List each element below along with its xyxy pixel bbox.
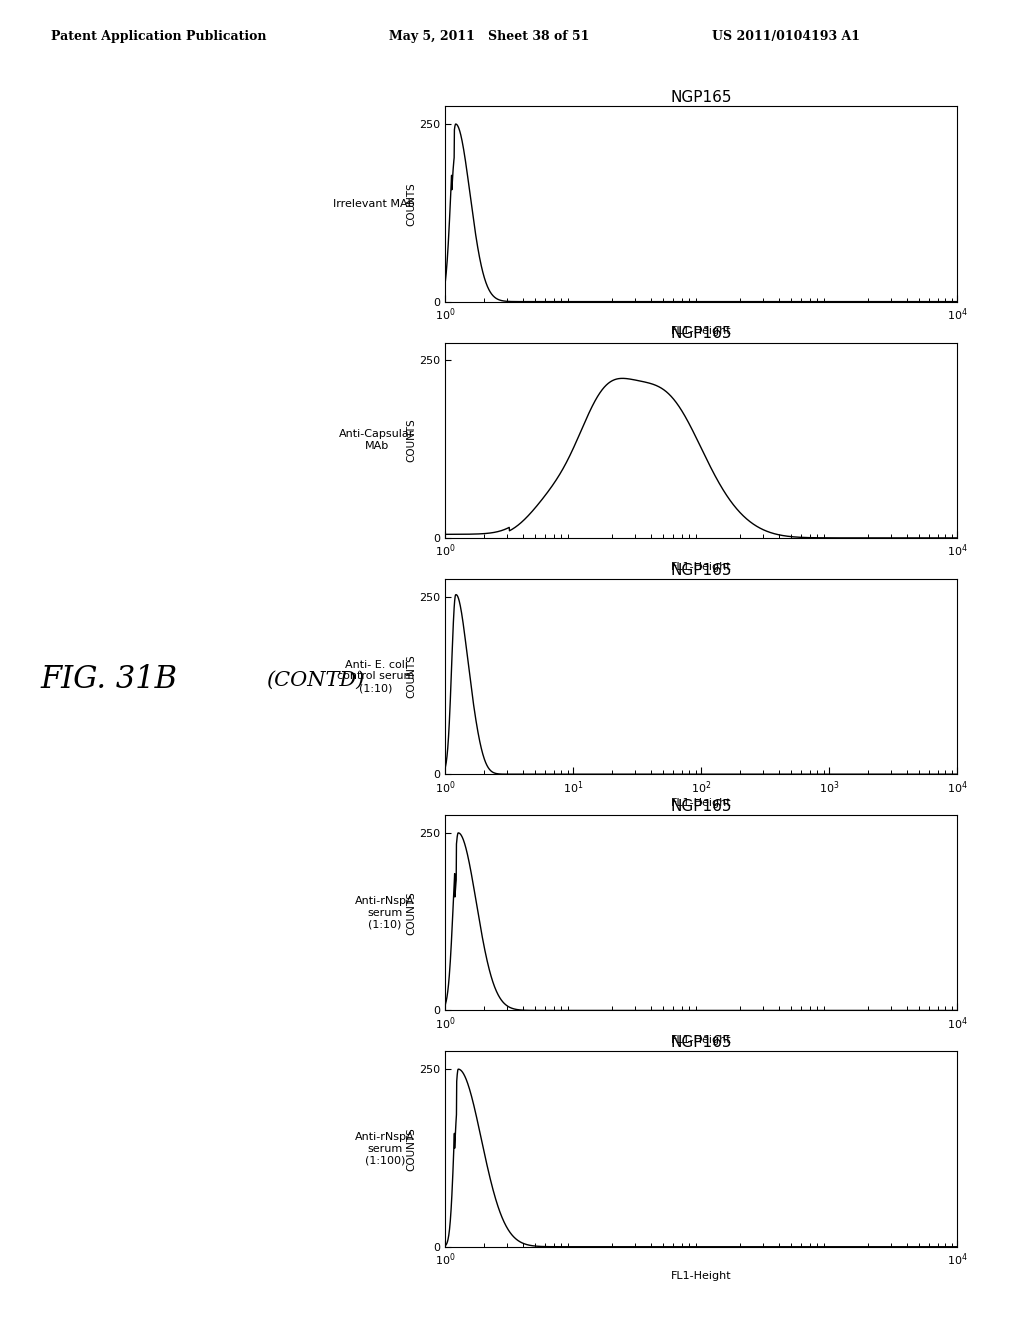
Title: NGP165: NGP165: [671, 326, 732, 342]
Text: Anti-Capsular
MAb: Anti-Capsular MAb: [339, 429, 415, 451]
X-axis label: FL1-Height: FL1-Height: [671, 1271, 732, 1280]
X-axis label: FL1-Height: FL1-Height: [671, 799, 732, 808]
Text: Irrelevant MAb: Irrelevant MAb: [333, 199, 415, 209]
Y-axis label: COUNTS: COUNTS: [407, 182, 417, 226]
Text: (CONTD): (CONTD): [266, 671, 365, 689]
Text: FIG. 31B: FIG. 31B: [41, 664, 178, 696]
Title: NGP165: NGP165: [671, 1035, 732, 1051]
Text: US 2011/0104193 A1: US 2011/0104193 A1: [712, 30, 860, 44]
X-axis label: FL1-Height: FL1-Height: [671, 562, 732, 572]
Y-axis label: COUNTS: COUNTS: [407, 418, 417, 462]
Text: Patent Application Publication: Patent Application Publication: [51, 30, 266, 44]
Text: Anti-rNspA
serum
(1:100): Anti-rNspA serum (1:100): [355, 1133, 415, 1166]
Y-axis label: COUNTS: COUNTS: [407, 891, 417, 935]
X-axis label: FL1-Height: FL1-Height: [671, 1035, 732, 1044]
Title: NGP165: NGP165: [671, 90, 732, 106]
Title: NGP165: NGP165: [671, 562, 732, 578]
Text: May 5, 2011   Sheet 38 of 51: May 5, 2011 Sheet 38 of 51: [389, 30, 590, 44]
Title: NGP165: NGP165: [671, 799, 732, 814]
X-axis label: FL1-Height: FL1-Height: [671, 326, 732, 335]
Text: Anti- E. coli
control serum
(1:10): Anti- E. coli control serum (1:10): [337, 660, 415, 693]
Y-axis label: COUNTS: COUNTS: [407, 1127, 417, 1171]
Text: Anti-rNspA
serum
(1:10): Anti-rNspA serum (1:10): [355, 896, 415, 929]
Y-axis label: COUNTS: COUNTS: [407, 655, 417, 698]
